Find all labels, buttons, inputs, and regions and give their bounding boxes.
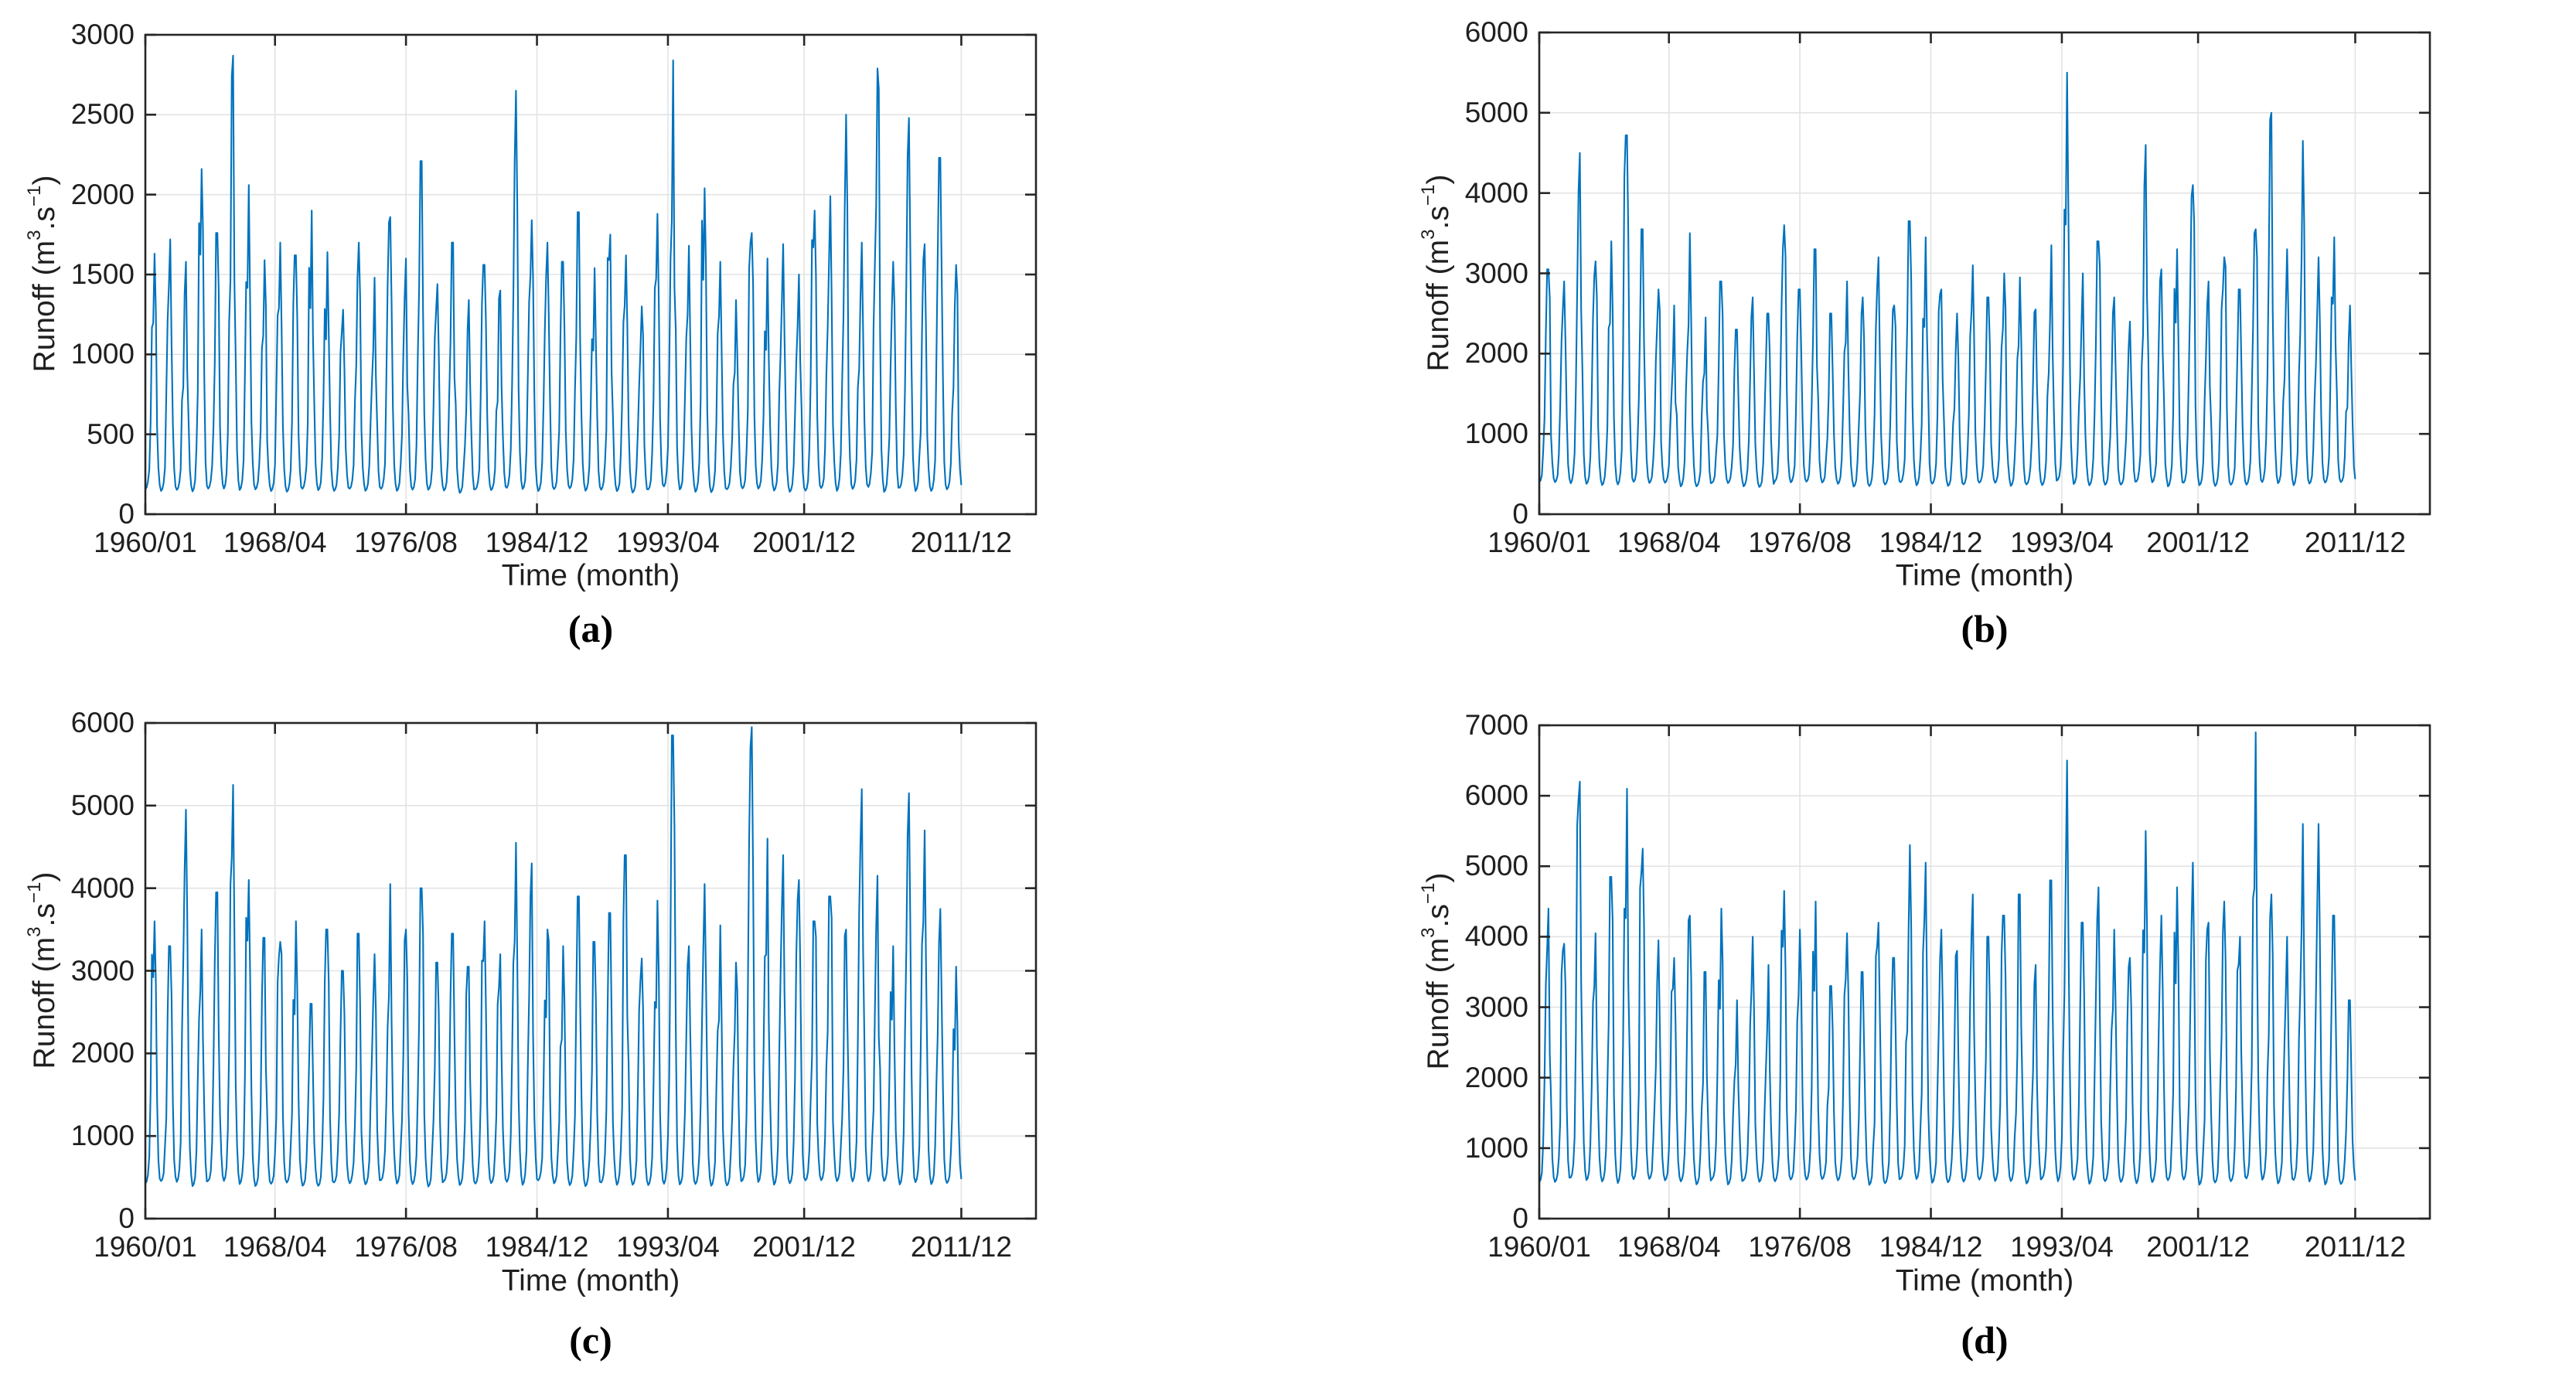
x-tick-label: 2011/12 bbox=[2304, 527, 2406, 558]
x-tick-label: 2011/12 bbox=[910, 1231, 1012, 1263]
x-tick-label: 1993/04 bbox=[2010, 527, 2114, 558]
y-tick-label: 2500 bbox=[70, 98, 135, 131]
x-tick-label: 2001/12 bbox=[2146, 1231, 2251, 1263]
panel-a-caption: (a) bbox=[567, 607, 614, 650]
x-tick-label: 1984/12 bbox=[485, 1231, 589, 1263]
y-tick-label: 5000 bbox=[70, 789, 135, 821]
panel-b-x-axis-label: Time (month) bbox=[1895, 559, 2074, 592]
x-tick-label: 1968/04 bbox=[1617, 527, 1721, 558]
y-tick-label: 5000 bbox=[1464, 96, 1528, 128]
x-tick-label: 1960/01 bbox=[1487, 527, 1591, 558]
y-tick-label: 1000 bbox=[70, 1120, 135, 1152]
panel-a-plot bbox=[144, 33, 1038, 516]
y-tick-label: 500 bbox=[87, 418, 135, 450]
y-tick-label: 2000 bbox=[70, 1037, 135, 1069]
y-tick-label: 3000 bbox=[1464, 257, 1528, 289]
x-tick-label: 1984/12 bbox=[1879, 1231, 1983, 1263]
y-tick-label: 4000 bbox=[70, 871, 135, 904]
x-tick-label: 1984/12 bbox=[1879, 527, 1983, 558]
x-tick-label: 1976/08 bbox=[354, 527, 458, 558]
x-tick-label: 1976/08 bbox=[1748, 1231, 1852, 1263]
y-tick-label: 5000 bbox=[1464, 850, 1528, 882]
y-tick-label: 0 bbox=[118, 1202, 135, 1234]
y-tick-label: 6000 bbox=[70, 707, 135, 738]
y-tick-label: 1000 bbox=[1464, 1131, 1528, 1164]
x-tick-label: 1968/04 bbox=[223, 1231, 327, 1263]
panel-c-caption: (c) bbox=[569, 1318, 612, 1362]
y-tick-label: 0 bbox=[1512, 1202, 1528, 1234]
y-tick-label: 3000 bbox=[1464, 991, 1528, 1023]
y-tick-label: 1000 bbox=[1464, 418, 1528, 450]
x-tick-label: 1993/04 bbox=[616, 1231, 720, 1263]
panel-c-x-axis-label: Time (month) bbox=[501, 1264, 680, 1297]
runoff-series-line-b bbox=[1538, 71, 2356, 488]
y-tick-label: 2000 bbox=[1464, 337, 1528, 370]
x-tick-label: 1960/01 bbox=[1487, 1231, 1591, 1263]
y-tick-label: 0 bbox=[1512, 498, 1528, 530]
x-tick-label: 1968/04 bbox=[223, 527, 327, 558]
x-tick-label: 1960/01 bbox=[94, 1231, 197, 1263]
x-tick-label: 1993/04 bbox=[2010, 1231, 2114, 1263]
y-tick-label: 0 bbox=[118, 498, 135, 530]
panel-b-caption: (b) bbox=[1961, 607, 2009, 650]
x-tick-label: 1960/01 bbox=[94, 527, 197, 558]
ylabel-text-d: Runoff (m3.s−1) bbox=[1418, 872, 1455, 1070]
x-tick-label: 1984/12 bbox=[485, 527, 589, 558]
x-tick-label: 1976/08 bbox=[354, 1231, 458, 1263]
runoff-series-line-c bbox=[145, 726, 963, 1188]
panel-b-plot bbox=[1538, 31, 2431, 516]
y-tick-label: 1000 bbox=[70, 338, 135, 370]
x-tick-label: 2011/12 bbox=[910, 527, 1012, 558]
y-tick-label: 3000 bbox=[70, 954, 135, 987]
y-tick-label: 4000 bbox=[1464, 920, 1528, 953]
y-tick-label: 2000 bbox=[1464, 1061, 1528, 1093]
panel-d-caption: (d) bbox=[1961, 1318, 2009, 1362]
y-tick-label: 4000 bbox=[1464, 176, 1528, 209]
axes-box bbox=[1538, 724, 2431, 1220]
panel-d-x-axis-label: Time (month) bbox=[1895, 1264, 2074, 1297]
panel-a-x-axis-label: Time (month) bbox=[501, 559, 680, 592]
panel-c-plot bbox=[144, 721, 1038, 1220]
runoff-series-line-d bbox=[1538, 731, 2356, 1186]
x-tick-label: 2011/12 bbox=[2304, 1231, 2406, 1263]
y-tick-label: 1500 bbox=[70, 258, 135, 290]
panel-d-plot bbox=[1538, 724, 2431, 1220]
y-tick-label: 6000 bbox=[1464, 779, 1528, 812]
x-tick-label: 2001/12 bbox=[752, 527, 857, 558]
x-tick-label: 2001/12 bbox=[752, 1231, 857, 1263]
x-tick-label: 1993/04 bbox=[616, 527, 720, 558]
x-tick-label: 1968/04 bbox=[1617, 1231, 1721, 1263]
runoff-series-line-a bbox=[145, 54, 963, 494]
x-tick-label: 1976/08 bbox=[1748, 527, 1852, 558]
y-tick-label: 3000 bbox=[70, 19, 135, 50]
y-tick-label: 2000 bbox=[70, 178, 135, 210]
y-tick-label: 7000 bbox=[1464, 709, 1528, 741]
y-tick-label: 6000 bbox=[1464, 16, 1528, 48]
x-tick-label: 2001/12 bbox=[2146, 527, 2251, 558]
